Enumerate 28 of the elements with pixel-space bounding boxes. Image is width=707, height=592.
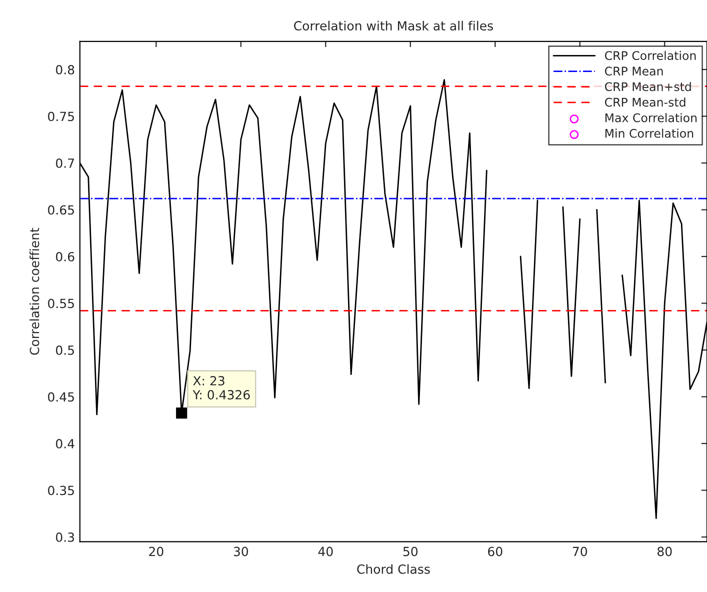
x-tick-label: 70 <box>572 546 588 556</box>
y-tick-label: 0.5 <box>56 345 74 355</box>
x-tick-label: 50 <box>403 546 418 556</box>
x-tick-label: 30 <box>234 546 248 556</box>
y-tick-label: 0.65 <box>48 205 74 215</box>
legend-label: CRP Mean <box>604 66 663 76</box>
x-tick-label: 80 <box>658 546 672 556</box>
annotation: X: 23 Y: 0.4326 <box>192 376 250 400</box>
y-tick-label: 0.3 <box>56 532 74 542</box>
x-axis-title: Chord Class <box>357 564 430 574</box>
ref-line-label: CRP Mean+std <box>604 82 691 92</box>
legend-label: CRP Mean-std <box>604 98 686 107</box>
y-axis-title: Correlation coeffient <box>30 228 40 355</box>
y-tick-label: 0.45 <box>48 392 74 402</box>
y-tick-label: 0.7 <box>56 158 74 168</box>
x-tick-label: 20 <box>149 546 164 556</box>
y-tick-label: 0.75 <box>48 112 74 122</box>
chart-title: Correlation with Mask at all files <box>294 20 493 31</box>
x-tick-label: 60 <box>488 546 502 556</box>
y-tick-label: 0.8 <box>56 64 74 74</box>
y-tick-label: 0.6 <box>56 252 74 262</box>
y-tick-label: 0.35 <box>48 486 74 496</box>
legend-label: Max Correlation <box>605 113 697 122</box>
x-tick-label: 40 <box>318 546 333 556</box>
legend-label: Min Correlation <box>605 128 694 138</box>
y-tick-label: 0.4 <box>56 438 74 448</box>
y-tick-label: 0.55 <box>48 298 74 308</box>
legend-label: CRP Correlation <box>604 50 696 60</box>
